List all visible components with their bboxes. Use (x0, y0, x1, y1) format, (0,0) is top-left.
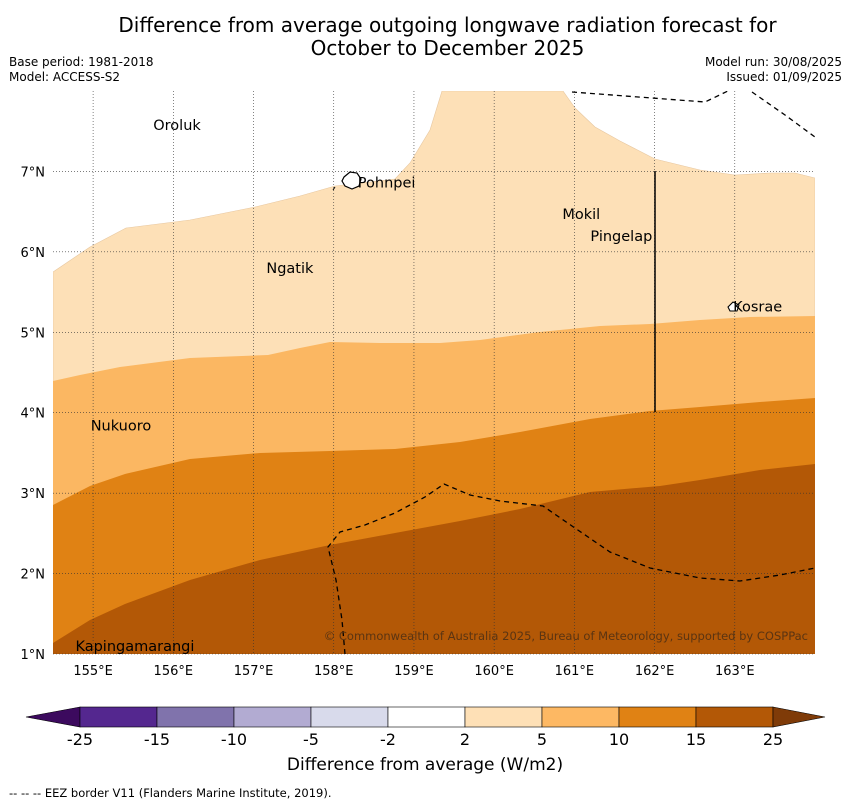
place-label: Kosrae (733, 300, 782, 316)
meta-left: Base period: 1981-2018 Model: ACCESS-S2 (9, 55, 154, 85)
colorbar-segment (541, 706, 620, 728)
colorbar-tick-label: 5 (537, 730, 547, 749)
issued-date: Issued: 01/09/2025 (726, 70, 842, 84)
eez-border (327, 91, 815, 654)
meta-right: Model run: 30/08/2025 Issued: 01/09/2025 (705, 55, 842, 85)
islet-mark (332, 186, 336, 191)
colorbar-tick-label: -5 (303, 730, 319, 749)
lon-tick-label: 161°E (555, 664, 595, 679)
colorbar-segment (464, 706, 543, 728)
colorbar-tick-label: 2 (460, 730, 470, 749)
place-label: Mokil (562, 207, 600, 223)
lat-tick-label: 4°N (21, 407, 46, 422)
eez-border-northeast (751, 91, 815, 138)
lat-tick-label: 7°N (21, 165, 46, 180)
colorbar-tick-label: 25 (763, 730, 783, 749)
lat-tick-label: 3°N (21, 487, 46, 502)
title-line-1: Difference from average outgoing longwav… (118, 13, 777, 37)
colorbar-tick-label: -10 (221, 730, 247, 749)
place-label: Pingelap (590, 229, 652, 245)
colorbar: -25 -15 -10 -5 -2 2 5 10 15 25 (25, 706, 826, 749)
model-run: Model run: 30/08/2025 (704, 55, 842, 69)
place-label: Nukuoro (91, 419, 152, 435)
lat-tick-label: 1°N (21, 648, 46, 663)
colorbar-segment (695, 706, 774, 728)
colorbar-tick-label: 10 (609, 730, 629, 749)
colorbar-extend-low (25, 706, 81, 728)
lon-tick-label: 158°E (314, 664, 354, 679)
colorbar-tick-label: -25 (67, 730, 93, 749)
eez-border-south (327, 483, 815, 654)
colorbar-segment (233, 706, 312, 728)
islands (332, 171, 740, 312)
place-label: Kapingamarangi (75, 639, 194, 655)
copyright-notice: © Commonwealth of Australia 2025, Bureau… (324, 629, 808, 643)
lat-tick-label: 5°N (21, 326, 46, 341)
lon-tick-label: 160°E (474, 664, 514, 679)
eez-legend-note: -- -- -- EEZ border V11 (Flanders Marine… (9, 786, 332, 800)
lon-tick-label: 162°E (635, 664, 675, 679)
title-line-2: October to December 2025 (310, 36, 585, 60)
chart-title: Difference from average outgoing longwav… (0, 14, 850, 60)
kosrae-outline (727, 301, 740, 312)
base-period: Base period: 1981-2018 (9, 55, 154, 69)
colorbar-tick-label: -2 (380, 730, 396, 749)
lon-tick-label: 156°E (154, 664, 194, 679)
lat-tick-label: 2°N (21, 568, 46, 583)
contour-layers (53, 91, 815, 654)
model-name: Model: ACCESS-S2 (9, 70, 121, 84)
colorbar-segment (156, 706, 235, 728)
colorbar-segment (618, 706, 697, 728)
place-label: Pohnpei (358, 176, 416, 192)
lon-tick-label: 163°E (715, 664, 755, 679)
colorbar-segment (387, 706, 466, 728)
lon-tick-label: 157°E (234, 664, 274, 679)
colorbar-segment (310, 706, 389, 728)
place-label: Oroluk (153, 118, 201, 134)
place-labels: Oroluk Pohnpei Mokil Pingelap Ngatik Kosrae Nu… (75, 118, 782, 655)
colorbar-label: Difference from average (W/m2) (286, 755, 564, 775)
colorbar-segment (79, 706, 158, 728)
lon-tick-label: 155°E (73, 664, 113, 679)
colorbar-extend-high (772, 706, 826, 728)
colorbar-tick-label: -15 (144, 730, 170, 749)
pohnpei-outline (341, 171, 362, 190)
band-15-25 (53, 464, 815, 654)
place-label: Ngatik (266, 261, 314, 277)
lon-tick-label: 159°E (394, 664, 434, 679)
colorbar-tick-label: 15 (686, 730, 706, 749)
lat-tick-label: 6°N (21, 246, 46, 261)
axis-labels: 155°E 156°E 157°E 158°E 159°E 160°E 161°E 162°E… (21, 165, 755, 679)
